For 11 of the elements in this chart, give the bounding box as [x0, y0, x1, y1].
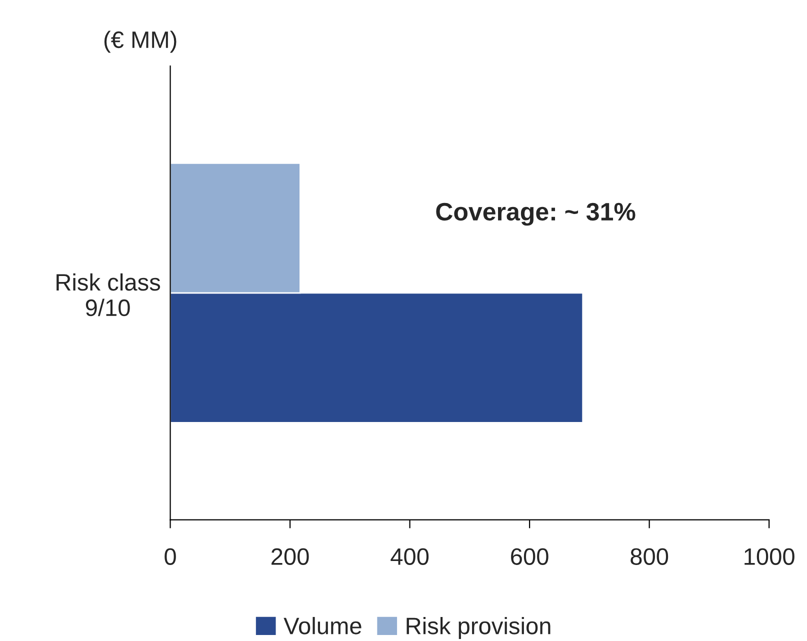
x-tick-label: 200 — [272, 548, 309, 565]
x-tick-label: 400 — [390, 548, 429, 565]
y-tick-label: Risk class 9/10 — [56, 273, 160, 316]
x-tick-label: 800 — [630, 548, 668, 565]
legend-label: Risk provision — [406, 616, 550, 639]
text: (€ MM) — [104, 30, 176, 53]
x-tick-label: 1000 — [744, 548, 794, 565]
legend-label: Volume — [284, 616, 362, 634]
x-tick-label: 600 — [511, 548, 548, 565]
x-tick-label: 0 — [164, 548, 176, 565]
text: Coverage: ~ 31% — [436, 202, 636, 226]
